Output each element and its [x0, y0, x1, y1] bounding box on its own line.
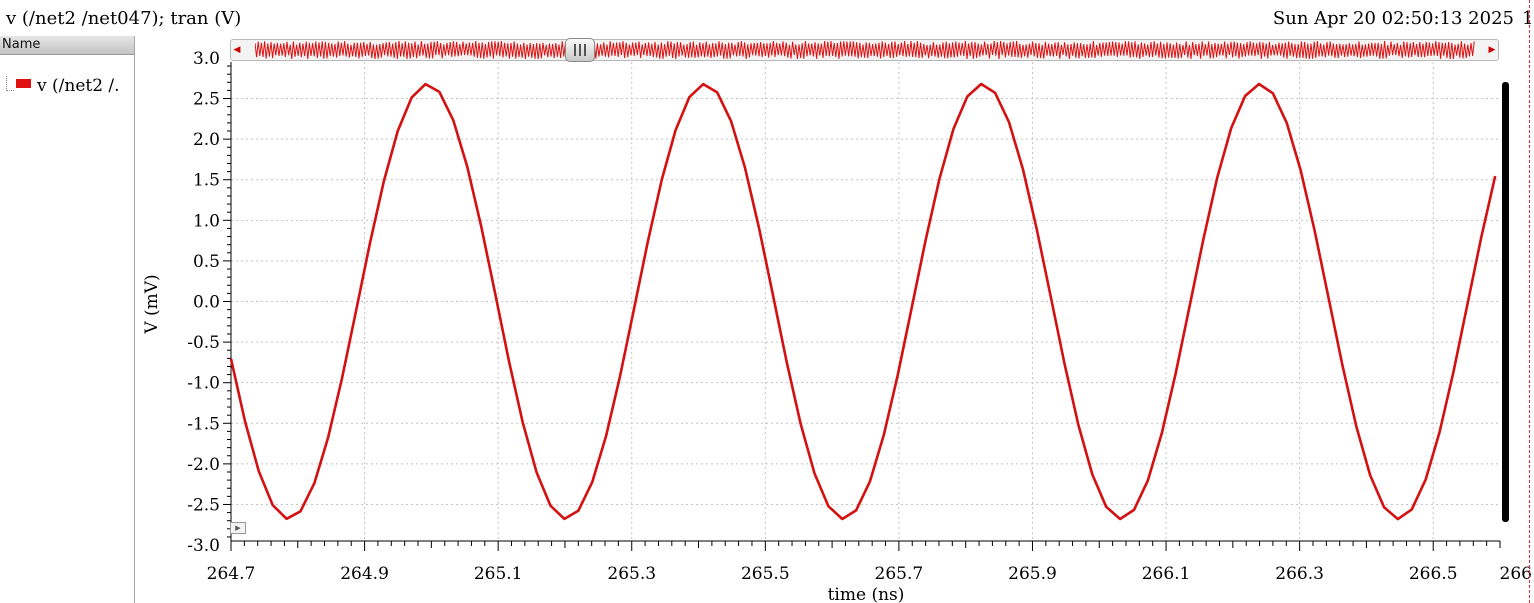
tree-connector: [6, 76, 14, 91]
legend-color-swatch: [16, 79, 31, 88]
x-tick-label: 265.7: [875, 564, 924, 584]
x-tick-label: 264.9: [340, 564, 389, 584]
y-tick-label: -1.5: [187, 414, 220, 434]
grip-line: [584, 44, 586, 56]
trace-title: v (/net2 /net047); tran (V): [6, 8, 242, 29]
play-icon[interactable]: ▶: [230, 522, 246, 534]
y-tick-label: 1.0: [193, 211, 220, 231]
x-tick-label: 266.1: [1142, 564, 1191, 584]
x-axis-title: time (ns): [828, 585, 905, 603]
timestamp: Sun Apr 20 02:50:13 2025: [1272, 8, 1514, 29]
series-line: [229, 82, 1497, 521]
series-layer: [229, 82, 1497, 521]
y-tick-labels: 3.0 2.5 2.0 1.5 1.0 0.5 0.0 -0.5 -1.0 -1.5 -2.0 -2.…: [187, 49, 220, 556]
y-tick-label: 0.5: [193, 252, 220, 272]
x-tick-label: 265.1: [474, 564, 523, 584]
triangle-right-icon[interactable]: ▶: [1488, 45, 1496, 55]
x-tick-label: 265.3: [607, 564, 656, 584]
grid-lines: [231, 62, 1500, 541]
overview-trace: [255, 40, 1475, 60]
title-edge-fragment: 1: [1522, 8, 1534, 29]
axes: [223, 62, 1501, 551]
x-tick-label: 266.3: [1275, 564, 1324, 584]
name-column-header[interactable]: Name: [0, 36, 134, 55]
y-tick-label: -0.5: [187, 333, 220, 353]
y-tick-label: -3.0: [187, 536, 220, 556]
x-tick-label: 266: [1500, 564, 1532, 584]
y-tick-label: -1.0: [187, 374, 220, 394]
name-panel: Name v (/net2 /.: [0, 36, 135, 603]
legend-item-label: v (/net2 /.: [37, 76, 120, 96]
x-tick-label: 264.7: [207, 564, 256, 584]
marker-dashed-line: [1529, 0, 1530, 603]
y-tick-label: 2.5: [193, 90, 220, 110]
grip-line: [574, 44, 576, 56]
x-tick-label: 265.5: [741, 564, 790, 584]
scroll-thumb[interactable]: [565, 38, 595, 62]
y-tick-label: 3.0: [193, 49, 220, 69]
legend-item-net047[interactable]: v (/net2 /.: [6, 76, 120, 96]
y-tick-label: 2.0: [193, 130, 220, 150]
y-tick-label: -2.5: [187, 495, 220, 515]
overview-waveform: [255, 40, 1475, 60]
x-tick-label: 265.9: [1008, 564, 1057, 584]
y-tick-label: 0.0: [193, 293, 220, 313]
y-axis-title: V (mV): [142, 274, 162, 334]
triangle-left-icon[interactable]: ◀: [233, 45, 241, 55]
grip-line: [579, 44, 581, 56]
x-tick-labels: 264.7 264.9 265.1 265.3 265.5 265.7 265.9 266.1…: [207, 564, 1532, 584]
vertical-marker-bar[interactable]: [1502, 82, 1509, 522]
x-tick-label: 266.5: [1409, 564, 1458, 584]
y-tick-label: 1.5: [193, 171, 220, 191]
y-tick-label: -2.0: [187, 455, 220, 475]
zoom-scrollbar[interactable]: ◀ ▶: [230, 38, 1499, 62]
